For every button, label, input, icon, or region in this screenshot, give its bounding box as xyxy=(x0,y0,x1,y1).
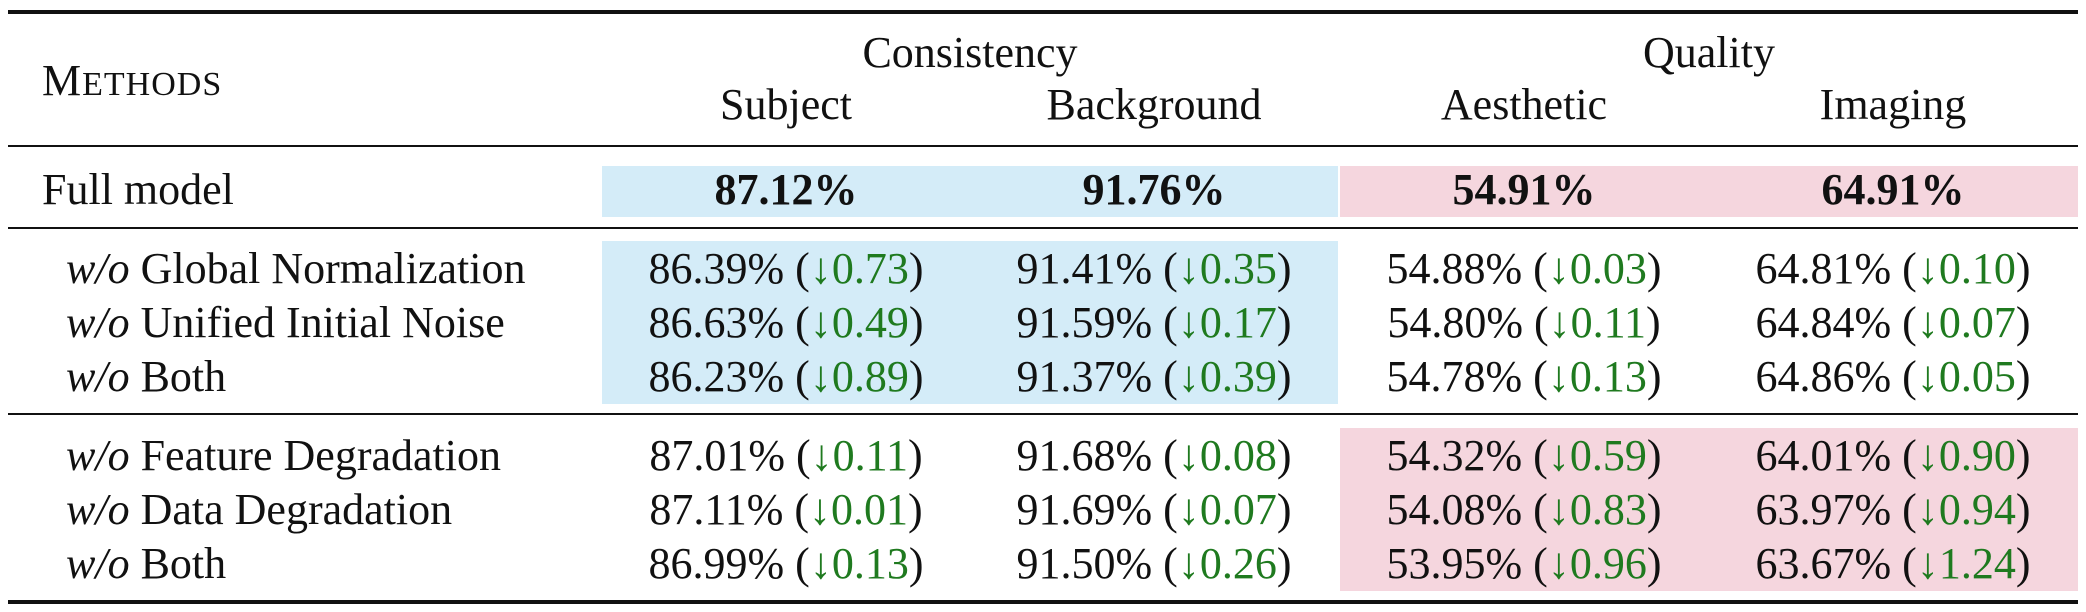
column-header-background: Background xyxy=(1046,80,1262,129)
row-label: w/o Unified Initial Noise xyxy=(66,298,505,347)
group-header-quality: Quality xyxy=(1643,28,1775,77)
imaging-value: 64.86% (↓0.05) xyxy=(1755,352,2031,401)
methods-header: METHODS xyxy=(42,54,222,108)
full-model-background: 91.76% xyxy=(1082,165,1226,214)
background-value: 91.41% (↓0.35) xyxy=(1016,244,1292,293)
column-header-imaging: Imaging xyxy=(1819,80,1967,129)
full-model-aesthetic: 54.91% xyxy=(1452,165,1596,214)
imaging-value: 63.67% (↓1.24) xyxy=(1755,539,2031,588)
full-model-consistency-highlight xyxy=(602,166,1338,217)
group2-quality-highlight xyxy=(1340,428,2078,591)
subject-value: 86.63% (↓0.49) xyxy=(648,298,924,347)
subject-value: 86.39% (↓0.73) xyxy=(648,244,924,293)
background-value: 91.50% (↓0.26) xyxy=(1016,539,1292,588)
aesthetic-value: 53.95% (↓0.96) xyxy=(1386,539,1662,588)
column-header-aesthetic: Aesthetic xyxy=(1440,80,1608,129)
background-value: 91.68% (↓0.08) xyxy=(1016,431,1292,480)
column-header-subject: Subject xyxy=(720,80,852,129)
table-top-rule xyxy=(8,10,2078,14)
aesthetic-value: 54.88% (↓0.03) xyxy=(1386,244,1662,293)
header-bottom-rule xyxy=(8,145,2078,147)
subject-value: 86.23% (↓0.89) xyxy=(648,352,924,401)
aesthetic-value: 54.08% (↓0.83) xyxy=(1386,485,1662,534)
methods-header-initial: M xyxy=(42,56,83,105)
background-value: 91.69% (↓0.07) xyxy=(1016,485,1292,534)
full-model-label: Full model xyxy=(42,165,234,214)
imaging-value: 64.84% (↓0.07) xyxy=(1755,298,2031,347)
full-model-subject: 87.12% xyxy=(714,165,858,214)
imaging-value: 64.01% (↓0.90) xyxy=(1755,431,2031,480)
subject-value: 87.11% (↓0.01) xyxy=(649,485,923,534)
full-model-imaging: 64.91% xyxy=(1821,165,1965,214)
methods-header-rest: ETHODS xyxy=(82,66,223,103)
group-header-consistency: Consistency xyxy=(862,28,1078,77)
aesthetic-value: 54.80% (↓0.11) xyxy=(1387,298,1661,347)
full-model-quality-highlight xyxy=(1340,166,2078,217)
background-value: 91.59% (↓0.17) xyxy=(1016,298,1292,347)
row-label: w/o Data Degradation xyxy=(66,485,453,534)
group1-consistency-highlight xyxy=(602,241,1338,404)
imaging-value: 64.81% (↓0.10) xyxy=(1755,244,2031,293)
background-value: 91.37% (↓0.39) xyxy=(1016,352,1292,401)
row-label: w/o Feature Degradation xyxy=(66,431,501,480)
aesthetic-value: 54.78% (↓0.13) xyxy=(1386,352,1662,401)
aesthetic-value: 54.32% (↓0.59) xyxy=(1386,431,1662,480)
row-label: w/o Global Normalization xyxy=(66,244,526,293)
row-label: w/o Both xyxy=(66,539,227,588)
subject-value: 87.01% (↓0.11) xyxy=(649,431,923,480)
table-bottom-rule xyxy=(8,600,2078,604)
row-label: w/o Both xyxy=(66,352,227,401)
full-model-bottom-rule xyxy=(8,227,2078,229)
subject-value: 86.99% (↓0.13) xyxy=(648,539,924,588)
imaging-value: 63.97% (↓0.94) xyxy=(1755,485,2031,534)
group1-bottom-rule xyxy=(8,413,2078,415)
